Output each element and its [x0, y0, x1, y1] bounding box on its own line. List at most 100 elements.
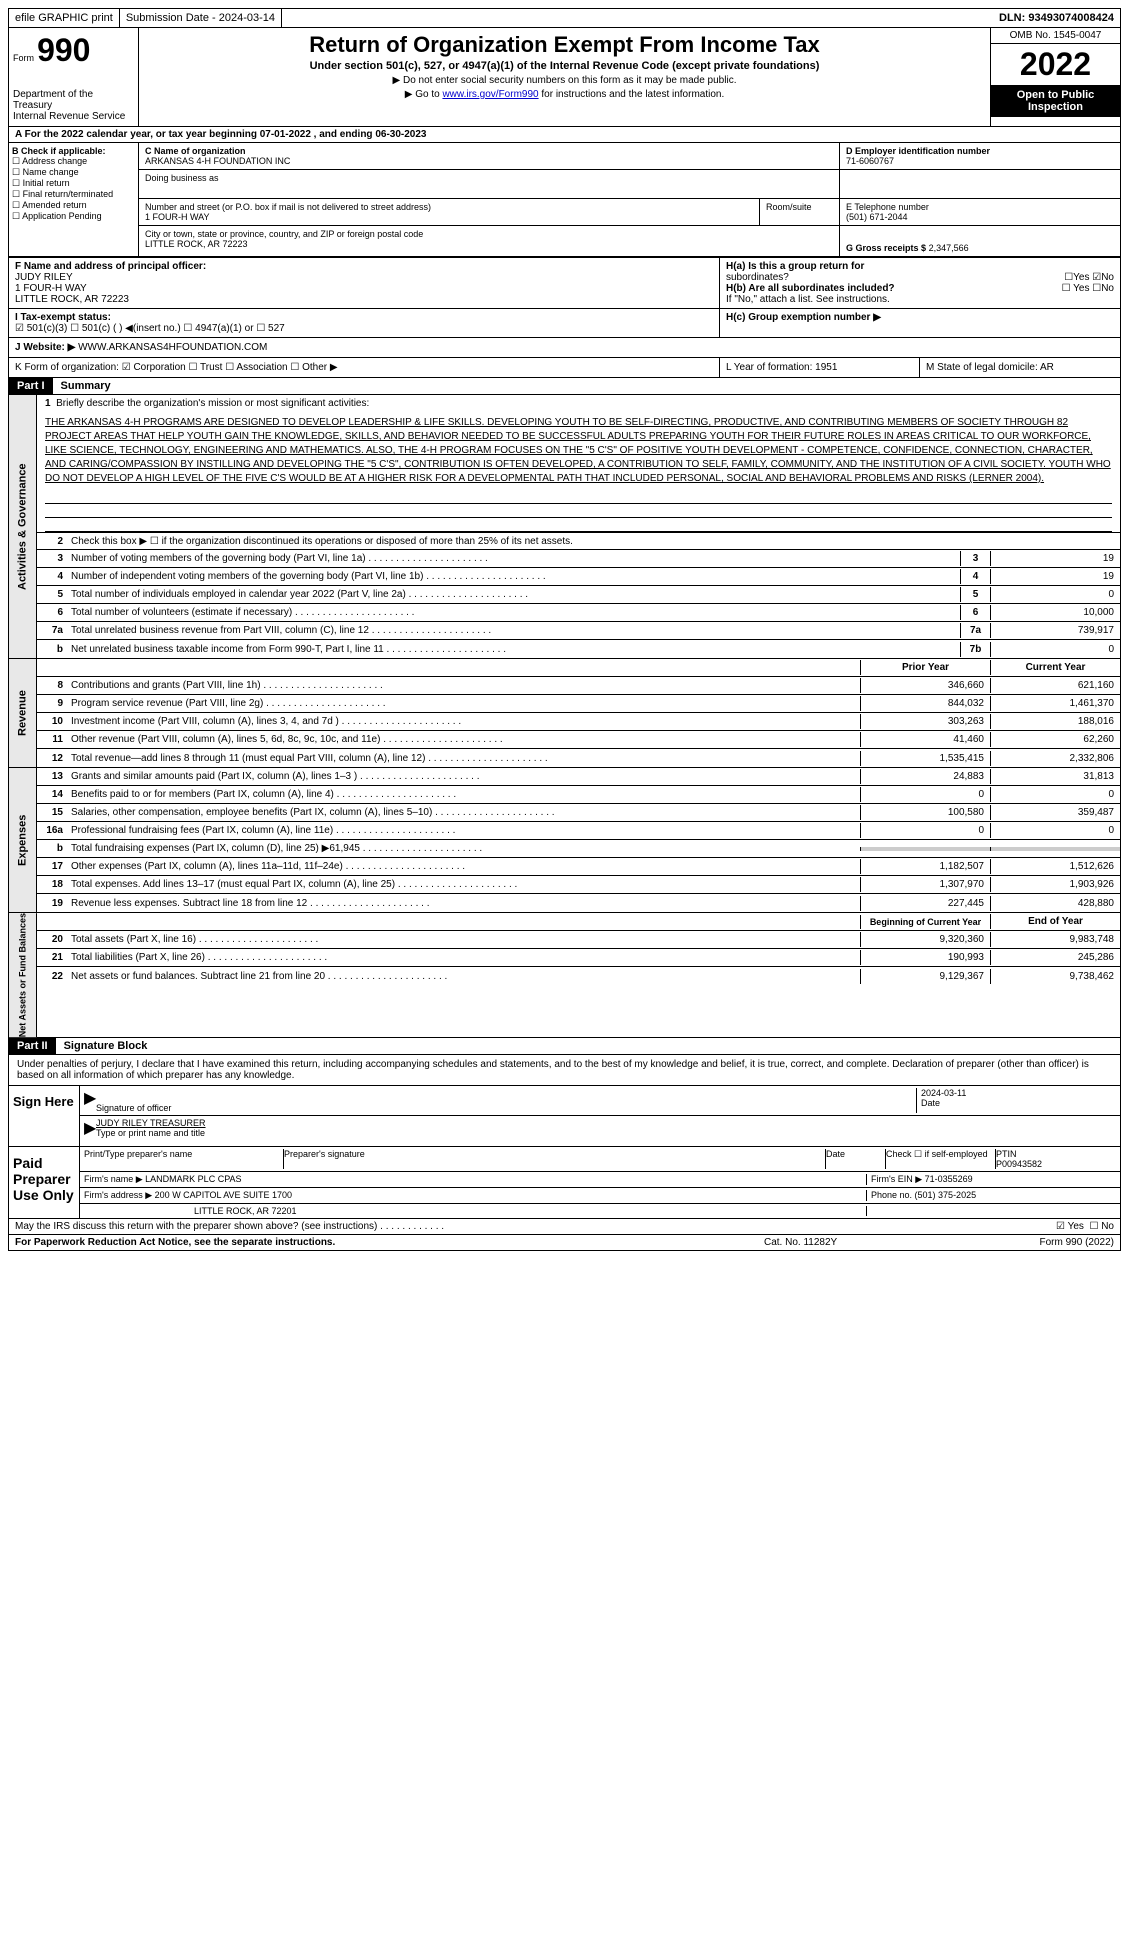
- net-row: 20Total assets (Part X, line 16)9,320,36…: [37, 931, 1120, 949]
- discuss-no[interactable]: ☐ No: [1089, 1221, 1114, 1232]
- discuss-label: May the IRS discuss this return with the…: [15, 1221, 377, 1232]
- revenue-row: 8Contributions and grants (Part VIII, li…: [37, 677, 1120, 695]
- row-m: M State of legal domicile: AR: [920, 358, 1120, 377]
- ptin-label: PTIN: [996, 1149, 1116, 1159]
- sig-date-label: Date: [921, 1098, 1116, 1108]
- side-revenue: Revenue: [9, 659, 37, 767]
- expense-row: 13Grants and similar amounts paid (Part …: [37, 768, 1120, 786]
- summary-row: 5Total number of individuals employed in…: [37, 586, 1120, 604]
- ha-no[interactable]: ☑No: [1092, 272, 1114, 283]
- submission-date: Submission Date - 2024-03-14: [120, 9, 282, 27]
- col-b-header: B Check if applicable:: [12, 146, 135, 156]
- city: LITTLE ROCK, AR 72223: [145, 239, 833, 249]
- dept: Department of the Treasury: [13, 89, 134, 111]
- row-i-opts[interactable]: ☑ 501(c)(3) ☐ 501(c) ( ) ◀(insert no.) ☐…: [15, 323, 285, 334]
- chk-pending[interactable]: ☐ Application Pending: [12, 211, 135, 222]
- instr-goto-pre: ▶ Go to: [405, 89, 443, 100]
- firm-ein: Firm's EIN ▶ 71-0355269: [866, 1174, 1116, 1185]
- main-info-grid: B Check if applicable: ☐ Address change …: [8, 143, 1121, 257]
- instr-goto-post: for instructions and the latest informat…: [539, 89, 725, 100]
- sig-date: 2024-03-11: [921, 1088, 1116, 1098]
- sign-here-label: Sign Here: [9, 1086, 79, 1146]
- form-header: Form 990 Department of the Treasury Inte…: [8, 28, 1121, 127]
- discuss-yes[interactable]: ☑ Yes: [1056, 1221, 1084, 1232]
- row-a: A For the 2022 calendar year, or tax yea…: [8, 127, 1121, 143]
- tax-year: 2022: [991, 44, 1120, 85]
- chk-address[interactable]: ☐ Address change: [12, 156, 135, 167]
- hdr-prior: Prior Year: [860, 660, 990, 675]
- sig-name-label: Type or print name and title: [96, 1128, 1116, 1138]
- firm-addr: 200 W CAPITOL AVE SUITE 1700: [155, 1190, 292, 1200]
- irs-link[interactable]: www.irs.gov/Form990: [442, 89, 538, 100]
- officer-addr1: 1 FOUR-H WAY: [15, 283, 713, 294]
- subtitle: Under section 501(c), 527, or 4947(a)(1)…: [147, 60, 982, 72]
- side-activities: Activities & Governance: [9, 395, 37, 658]
- box-e-label: E Telephone number: [846, 202, 1114, 212]
- ha-yes[interactable]: ☐Yes: [1064, 272, 1089, 283]
- hb-label: H(b) Are all subordinates included?: [726, 283, 895, 294]
- summary-row: 4Number of independent voting members of…: [37, 568, 1120, 586]
- org-name: ARKANSAS 4-H FOUNDATION INC: [145, 156, 833, 166]
- sig-name: JUDY RILEY TREASURER: [96, 1118, 1116, 1128]
- ha-sub: subordinates?: [726, 272, 789, 283]
- chk-name[interactable]: ☐ Name change: [12, 167, 135, 178]
- prep-date-label: Date: [826, 1149, 886, 1169]
- box-d-label: D Employer identification number: [846, 146, 1114, 156]
- prep-selfemp[interactable]: Check ☐ if self-employed: [886, 1149, 996, 1169]
- form-label: Form: [13, 53, 34, 63]
- top-bar: efile GRAPHIC print Submission Date - 20…: [8, 8, 1121, 28]
- expense-row: 18Total expenses. Add lines 13–17 (must …: [37, 876, 1120, 894]
- paid-prep-label: Paid Preparer Use Only: [9, 1147, 79, 1218]
- mission-text: THE ARKANSAS 4-H PROGRAMS ARE DESIGNED T…: [37, 412, 1120, 490]
- row-k-form[interactable]: K Form of organization: ☑ Corporation ☐ …: [9, 358, 720, 377]
- open-public: Open to Public Inspection: [991, 85, 1120, 117]
- ptin: P00943582: [996, 1159, 1116, 1169]
- revenue-row: 10Investment income (Part VIII, column (…: [37, 713, 1120, 731]
- ha-label: H(a) Is this a group return for: [726, 261, 864, 272]
- line2[interactable]: Check this box ▶ ☐ if the organization d…: [67, 534, 1120, 549]
- box-g-label: G Gross receipts $: [846, 243, 926, 253]
- form-footer: Form 990 (2022): [964, 1237, 1114, 1248]
- expense-row: 19Revenue less expenses. Subtract line 1…: [37, 894, 1120, 912]
- street-label: Number and street (or P.O. box if mail i…: [145, 202, 753, 212]
- firm-name: LANDMARK PLC CPAS: [145, 1174, 241, 1184]
- firm-addr-label: Firm's address ▶: [84, 1190, 152, 1200]
- part2-hdr: Part II: [9, 1038, 56, 1054]
- hb-yes[interactable]: ☐ Yes: [1062, 283, 1090, 294]
- instr-ssn: ▶ Do not enter social security numbers o…: [147, 75, 982, 86]
- paperwork: For Paperwork Reduction Act Notice, see …: [15, 1237, 764, 1248]
- box-c-label: C Name of organization: [145, 146, 833, 156]
- net-row: 22Net assets or fund balances. Subtract …: [37, 967, 1120, 985]
- chk-initial[interactable]: ☐ Initial return: [12, 178, 135, 189]
- summary-row: 3Number of voting members of the governi…: [37, 550, 1120, 568]
- hb-no[interactable]: ☐No: [1092, 283, 1114, 294]
- hdr-curr: Current Year: [990, 660, 1120, 675]
- room-label: Room/suite: [766, 202, 833, 212]
- hdr-end: End of Year: [990, 914, 1120, 929]
- expense-row: 15Salaries, other compensation, employee…: [37, 804, 1120, 822]
- line1-label: Briefly describe the organization's miss…: [56, 398, 369, 409]
- chk-final[interactable]: ☐ Final return/terminated: [12, 189, 135, 200]
- dba-label: Doing business as: [145, 173, 833, 183]
- efile-label: efile GRAPHIC print: [9, 9, 120, 27]
- row-j-label: J Website: ▶: [15, 342, 75, 353]
- summary-row: bNet unrelated business taxable income f…: [37, 640, 1120, 658]
- form-number: 990: [37, 32, 90, 68]
- prep-name-label: Print/Type preparer's name: [84, 1149, 284, 1169]
- revenue-row: 11Other revenue (Part VIII, column (A), …: [37, 731, 1120, 749]
- revenue-row: 9Program service revenue (Part VIII, lin…: [37, 695, 1120, 713]
- irs: Internal Revenue Service: [13, 111, 134, 122]
- side-expenses: Expenses: [9, 768, 37, 912]
- col-b-checkboxes: B Check if applicable: ☐ Address change …: [9, 143, 139, 256]
- city-label: City or town, state or province, country…: [145, 229, 833, 239]
- row-i-label: I Tax-exempt status:: [15, 312, 111, 323]
- website: WWW.ARKANSAS4HFOUNDATION.COM: [75, 342, 267, 353]
- prep-sig-label: Preparer's signature: [284, 1149, 826, 1169]
- row-l: L Year of formation: 1951: [720, 358, 920, 377]
- revenue-row: 12Total revenue—add lines 8 through 11 (…: [37, 749, 1120, 767]
- part1-title: Summary: [53, 378, 119, 394]
- officer-name: JUDY RILEY: [15, 272, 713, 283]
- expense-row: 14Benefits paid to or for members (Part …: [37, 786, 1120, 804]
- main-title: Return of Organization Exempt From Incom…: [147, 32, 982, 58]
- chk-amended[interactable]: ☐ Amended return: [12, 200, 135, 211]
